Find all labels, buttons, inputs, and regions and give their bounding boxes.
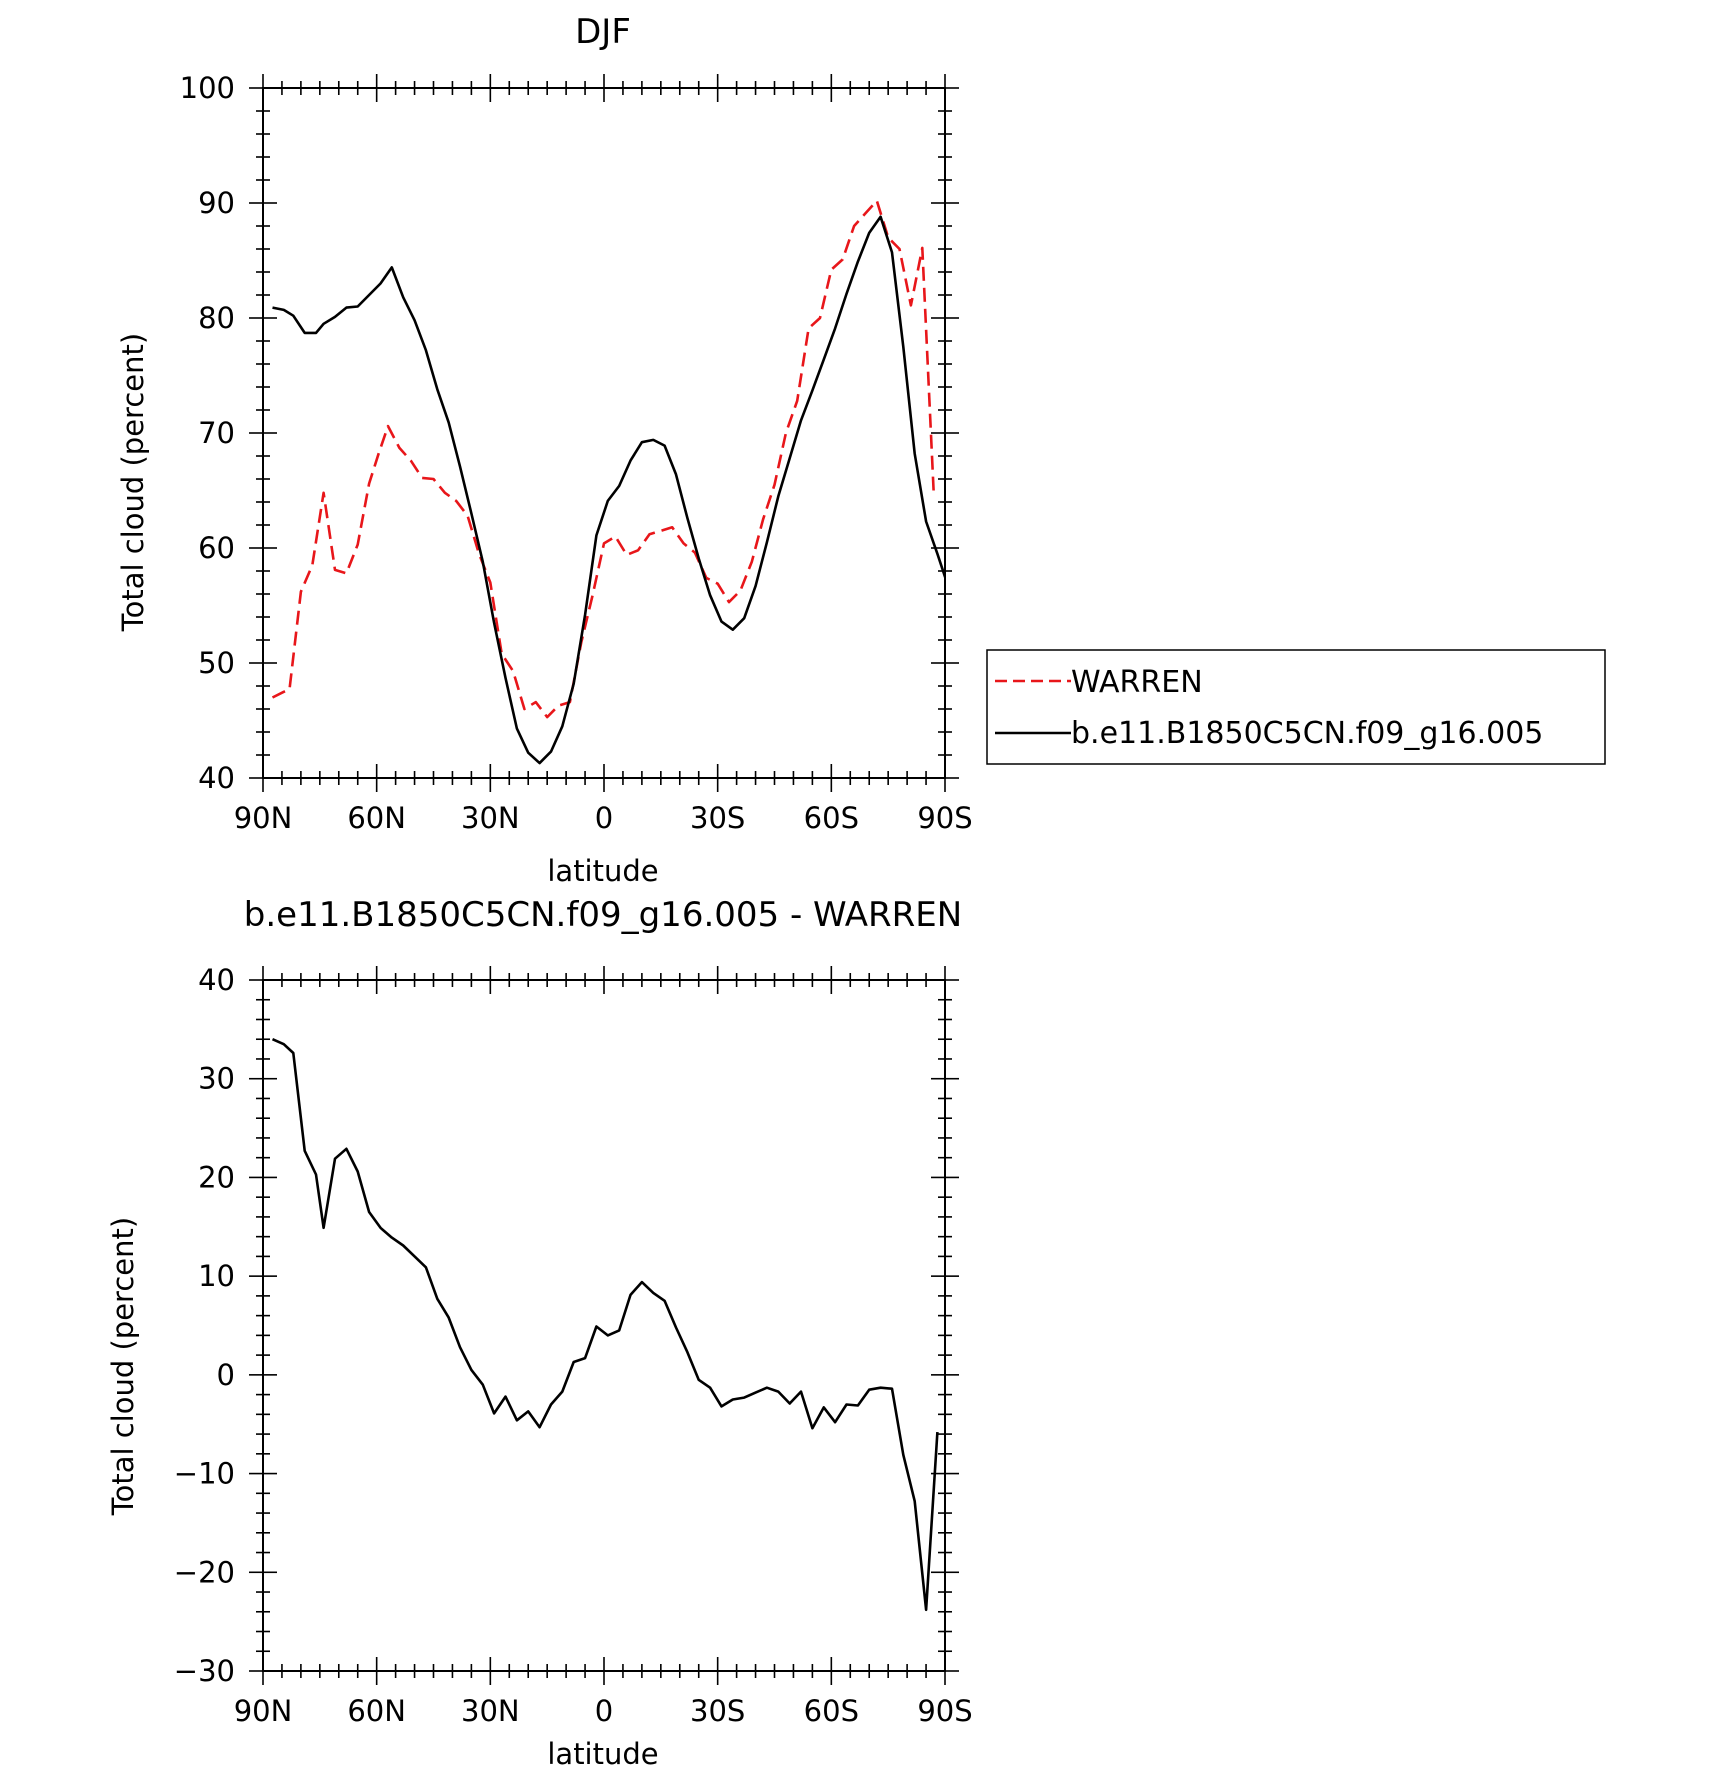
top-panel: DJF 90N 60N 30N 0 30S 60S 90S 40 50 60 70 80 90 100 l… (116, 12, 973, 888)
top-y-tick-label: 100 (180, 71, 235, 105)
top-x-tick-label: 60S (804, 801, 859, 835)
top-y-axis-label: Total cloud (percent) (116, 333, 150, 632)
bottom-y-tick-label: 40 (198, 963, 235, 997)
bottom-x-tick-label: 60S (804, 1694, 859, 1728)
bottom-x-tick-label: 90S (917, 1694, 972, 1728)
bottom-y-tick-label: −10 (174, 1457, 235, 1491)
top-series-line-0 (271, 199, 935, 719)
bottom-x-tick-label: 0 (595, 1694, 613, 1728)
bottom-x-tick-label: 30N (461, 1694, 520, 1728)
top-series-line-1 (272, 215, 945, 765)
bottom-y-tick-label: −20 (174, 1555, 235, 1589)
legend: WARREN b.e11.B1850C5CN.f09_g16.005 (986, 649, 1606, 765)
top-x-axis-label: latitude (547, 854, 658, 888)
bottom-y-tick-label: 20 (198, 1160, 235, 1194)
top-y-tick-label: 70 (198, 416, 235, 450)
bottom-y-tick-label: 10 (198, 1259, 235, 1293)
bottom-x-tick-label: 60N (347, 1694, 406, 1728)
top-y-tick-label: 80 (198, 301, 235, 335)
top-x-tick-label: 90S (917, 801, 972, 835)
bottom-y-tick-label: −30 (174, 1654, 235, 1688)
top-plot-area: 90N 60N 30N 0 30S 60S 90S 40 50 60 70 80 90 100 (180, 71, 973, 835)
top-x-tick-label: 30S (690, 801, 745, 835)
bottom-x-tick-label: 30S (690, 1694, 745, 1728)
bottom-chart-title: b.e11.B1850C5CN.f09_g16.005 - WARREN (244, 895, 962, 935)
top-y-tick-label: 50 (198, 646, 235, 680)
bottom-x-axis-label: latitude (547, 1737, 658, 1771)
bottom-x-tick-label: 90N (234, 1694, 293, 1728)
legend-label-model: b.e11.B1850C5CN.f09_g16.005 (1071, 716, 1543, 751)
legend-box (986, 649, 1606, 765)
top-y-tick-label: 60 (198, 531, 235, 565)
top-plot-frame (262, 87, 946, 779)
top-x-tick-label: 0 (595, 801, 613, 835)
bottom-y-tick-label: 0 (217, 1358, 235, 1392)
bottom-plot-frame (262, 979, 946, 1672)
bottom-plot-area: 90N 60N 30N 0 30S 60S 90S −30 −20 −10 0 10 20 30 40 (174, 963, 973, 1728)
top-y-tick-label: 90 (198, 186, 235, 220)
top-x-tick-label: 30N (461, 801, 520, 835)
bottom-series-line-0 (271, 1038, 939, 1612)
bottom-y-axis-label: Total cloud (percent) (106, 1217, 140, 1516)
bottom-panel: b.e11.B1850C5CN.f09_g16.005 - WARREN 90N… (106, 895, 973, 1771)
top-y-tick-label: 40 (198, 761, 235, 795)
top-x-tick-label: 60N (347, 801, 406, 835)
top-x-tick-label: 90N (234, 801, 293, 835)
bottom-y-tick-label: 30 (198, 1062, 235, 1096)
legend-label-warren: WARREN (1071, 665, 1203, 700)
top-chart-title: DJF (575, 12, 631, 52)
